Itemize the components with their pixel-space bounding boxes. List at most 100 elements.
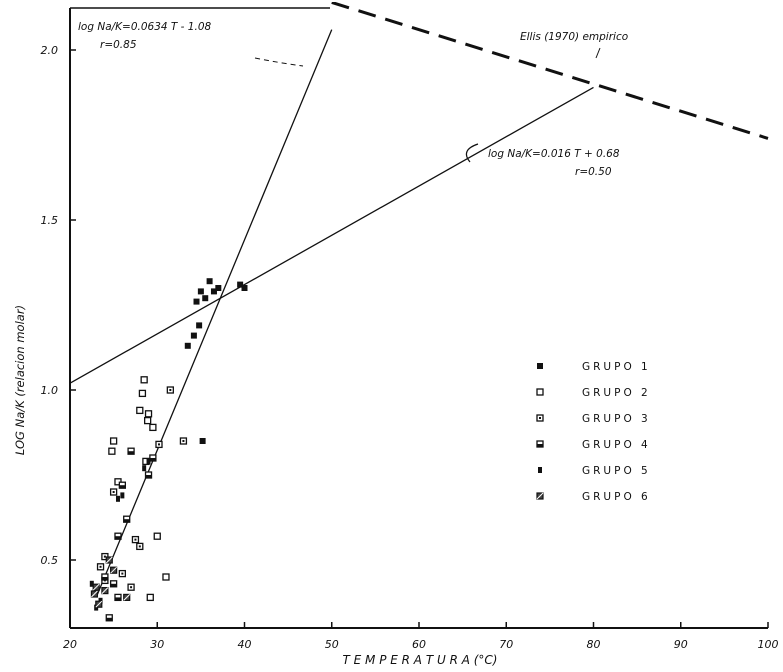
legend-marker-2 bbox=[536, 388, 544, 396]
point-grupo-1-11 bbox=[199, 438, 206, 444]
legend-label-1: GRUPO 1 bbox=[582, 361, 651, 373]
annotation-eq1-line1: log Na/K=0.0634 T - 1.08 bbox=[78, 21, 212, 33]
annotation-eq2-line1: log Na/K=0.016 T + 0.68 bbox=[488, 148, 620, 160]
legend: GRUPO 1 GRUPO 2 GRUPO 3 GRUPO 4 GRUPO 5 GRUPO… bbox=[536, 361, 651, 503]
point-grupo-5-0 bbox=[146, 458, 151, 465]
annotation-ellis: Ellis (1970) empirico bbox=[520, 31, 628, 59]
x-tick-label-50: 50 bbox=[325, 638, 339, 651]
annotation-eq1-leader bbox=[254, 57, 304, 67]
line-fit-steep bbox=[95, 29, 333, 598]
legend-label-6: GRUPO 6 bbox=[582, 491, 651, 503]
point-grupo-1-0 bbox=[193, 298, 200, 305]
point-grupo-4-0 bbox=[127, 447, 135, 455]
point-grupo-2-3 bbox=[144, 410, 153, 418]
legend-marker-5 bbox=[538, 467, 542, 473]
point-grupo-3-3 bbox=[109, 488, 118, 496]
lines-layer bbox=[70, 2, 769, 598]
point-grupo-4-7 bbox=[149, 454, 157, 462]
point-grupo-1-9 bbox=[184, 342, 191, 349]
point-grupo-1-8 bbox=[241, 285, 248, 291]
legend-label-4: GRUPO 4 bbox=[582, 439, 651, 451]
point-grupo-6-0 bbox=[92, 583, 100, 591]
point-grupo-6-4 bbox=[110, 566, 118, 574]
point-grupo-1-1 bbox=[197, 288, 204, 295]
point-grupo-4-4 bbox=[101, 573, 109, 581]
point-grupo-5-6 bbox=[89, 580, 94, 587]
series-2 bbox=[108, 376, 170, 602]
points-layer bbox=[89, 278, 248, 622]
point-grupo-3-2 bbox=[179, 437, 188, 445]
point-grupo-6-1 bbox=[90, 590, 99, 598]
point-grupo-6-2 bbox=[95, 600, 103, 608]
x-tick-label-20: 20 bbox=[63, 638, 77, 651]
annotation-ellis-leader bbox=[595, 47, 601, 59]
legend-label-5: GRUPO 5 bbox=[582, 465, 651, 477]
y-tick-label-1.5: 1.5 bbox=[41, 214, 59, 227]
legend-marker-4 bbox=[536, 440, 544, 448]
y-tick-label-2: 2.0 bbox=[41, 44, 59, 57]
annotation-eq2: log Na/K=0.016 T + 0.68 r=0.50 bbox=[465, 143, 620, 178]
point-grupo-4-2 bbox=[123, 515, 131, 523]
annotation-eq1-line2: r=0.85 bbox=[100, 39, 137, 51]
point-grupo-6-3 bbox=[105, 556, 113, 564]
point-grupo-6-6 bbox=[123, 593, 131, 602]
point-grupo-2-1 bbox=[138, 389, 147, 398]
series-3 bbox=[96, 386, 188, 591]
annotation-eq1: log Na/K=0.0634 T - 1.08 r=0.85 bbox=[78, 21, 304, 67]
point-grupo-1-6 bbox=[215, 285, 222, 291]
point-grupo-2-6 bbox=[153, 532, 161, 540]
point-grupo-1-5 bbox=[196, 322, 203, 329]
point-grupo-5-3 bbox=[120, 492, 125, 499]
point-grupo-3-5 bbox=[118, 569, 126, 578]
point-grupo-3-8 bbox=[136, 542, 144, 551]
point-grupo-1-3 bbox=[206, 278, 213, 285]
x-tick-label-40: 40 bbox=[238, 638, 252, 651]
x-tick-label-100: 100 bbox=[758, 638, 779, 651]
point-grupo-3-6 bbox=[127, 583, 135, 591]
legend-label-2: GRUPO 2 bbox=[582, 387, 651, 399]
x-tick-label-70: 70 bbox=[499, 638, 513, 651]
point-grupo-2-9 bbox=[144, 416, 152, 425]
point-grupo-5-1 bbox=[142, 465, 147, 472]
point-grupo-2-0 bbox=[140, 376, 148, 384]
point-grupo-4-9 bbox=[105, 614, 113, 622]
y-tick-label-1: 1.0 bbox=[41, 384, 59, 397]
line-ellis-1970 bbox=[331, 2, 769, 140]
point-grupo-4-6 bbox=[114, 593, 122, 602]
point-grupo-4-3 bbox=[114, 532, 122, 540]
legend-marker-6 bbox=[536, 492, 544, 500]
ticks-layer: 20 30 40 50 60 70 80 90 100 0.5 1.0 1.5 2.0 bbox=[41, 44, 779, 651]
point-grupo-3-9 bbox=[96, 563, 105, 571]
point-grupo-2-7 bbox=[162, 573, 170, 581]
point-grupo-2-2 bbox=[136, 406, 144, 415]
x-tick-label-90: 90 bbox=[674, 638, 688, 651]
legend-marker-1 bbox=[537, 363, 543, 369]
point-grupo-1-7 bbox=[237, 281, 244, 288]
x-tick-label-30: 30 bbox=[150, 638, 164, 651]
point-grupo-2-4 bbox=[149, 423, 157, 432]
annotation-eq2-line2: r=0.50 bbox=[575, 166, 612, 178]
point-grupo-4-5 bbox=[109, 580, 118, 588]
point-grupo-2-11 bbox=[108, 447, 116, 455]
annotation-ellis-label: Ellis (1970) empirico bbox=[520, 31, 628, 43]
legend-label-3: GRUPO 3 bbox=[582, 413, 651, 425]
x-tick-label-60: 60 bbox=[412, 638, 426, 651]
series-1 bbox=[184, 278, 248, 444]
series-4 bbox=[101, 447, 157, 622]
point-grupo-5-2 bbox=[115, 495, 120, 502]
point-grupo-2-8 bbox=[146, 593, 154, 602]
point-grupo-4-1 bbox=[118, 481, 126, 489]
line-fit-shallow bbox=[70, 86, 594, 384]
legend-marker-3 bbox=[536, 414, 544, 422]
annotation-eq2-leader bbox=[465, 143, 479, 163]
series-6 bbox=[90, 556, 131, 608]
point-grupo-1-4 bbox=[210, 288, 217, 295]
point-grupo-4-8 bbox=[144, 471, 153, 479]
point-grupo-1-10 bbox=[190, 332, 197, 339]
x-tick-label-80: 80 bbox=[587, 638, 601, 651]
point-grupo-1-2 bbox=[202, 295, 209, 302]
y-tick-label-0.5: 0.5 bbox=[41, 554, 59, 567]
point-grupo-2-10 bbox=[109, 437, 118, 445]
y-axis-label: LOG Na/K (relacion molar) bbox=[13, 305, 27, 455]
